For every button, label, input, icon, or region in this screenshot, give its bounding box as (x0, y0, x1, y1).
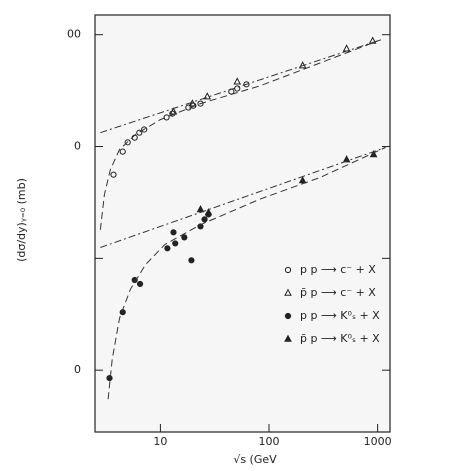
point (106, 374, 113, 382)
point (141, 126, 148, 133)
fit-curve (100, 39, 381, 134)
fit-curve (107, 147, 386, 400)
point (243, 81, 250, 88)
x-axis-label: √s (GeV (233, 453, 277, 466)
point (110, 171, 117, 178)
point (124, 139, 131, 146)
point (172, 240, 179, 247)
fit-curve (99, 39, 381, 230)
legend-label: p p ⟶ c⁻ + X (300, 263, 376, 276)
point (170, 229, 177, 236)
legend-label: p̄ p ⟶ K⁰ₛ + X (300, 332, 380, 345)
legend-marker (284, 334, 292, 342)
x-tick-label: 100 (259, 435, 280, 448)
legend-marker (284, 312, 292, 320)
point (204, 208, 213, 216)
point (368, 36, 377, 44)
legend-marker (284, 266, 292, 274)
legend-marker (284, 288, 292, 296)
legend-label: p̄ p ⟶ c⁻ + X (300, 286, 376, 299)
point (181, 234, 188, 241)
point (131, 276, 138, 284)
x-tick-label: 10 (153, 435, 167, 448)
point (342, 155, 351, 163)
point (136, 129, 143, 136)
point (196, 205, 205, 213)
point (203, 92, 212, 100)
y-tick-label: 00 (67, 28, 81, 41)
y-tick-label: 0 (74, 363, 81, 376)
y-axis-label: (dσ/dy)ᵧ₌₀ (mb) (15, 178, 28, 262)
point (298, 176, 307, 184)
point (197, 100, 204, 107)
point (163, 114, 170, 121)
point (233, 77, 242, 85)
point (136, 280, 144, 288)
point (119, 148, 126, 155)
point (201, 216, 208, 223)
fit-curve (100, 147, 386, 248)
x-tick-label: 1000 (364, 435, 392, 448)
y-tick-label: 0 (74, 140, 81, 153)
point (188, 257, 195, 264)
plot-frame (94, 14, 391, 433)
legend-label: p p ⟶ K⁰ₛ + X (300, 309, 380, 322)
point (164, 245, 171, 252)
